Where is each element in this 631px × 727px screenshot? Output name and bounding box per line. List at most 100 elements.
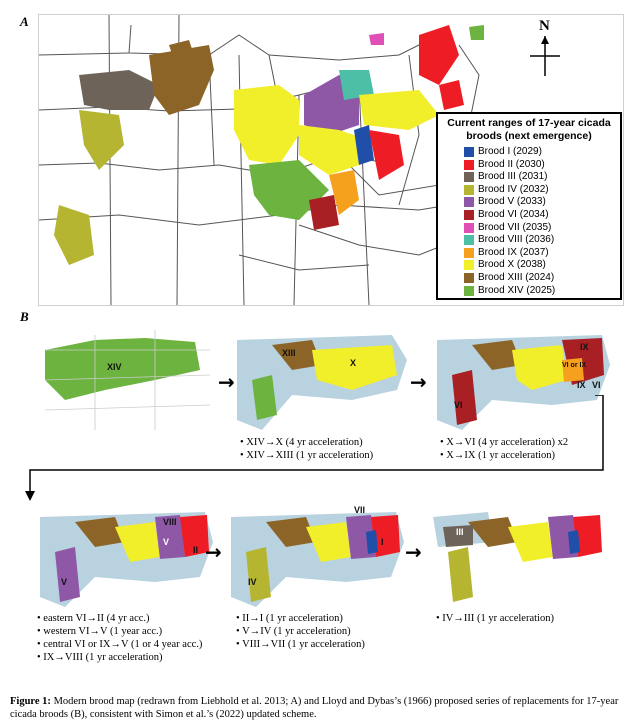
bullet-item: • western VI→V (1 year acc.) xyxy=(37,626,163,637)
legend-title-line2: broods (next emergence) xyxy=(466,130,592,142)
brood-label: VI or IX xyxy=(562,362,587,369)
brood-label: IX xyxy=(577,380,586,390)
arrow-2-icon: → xyxy=(410,370,427,394)
bullet-item: • VIII→VII (1 yr acceleration) xyxy=(236,639,365,650)
map-step-5-notes: • II→I (1 yr acceleration) • V→IV (1 yr … xyxy=(236,612,365,651)
legend-swatch xyxy=(464,172,474,183)
bullet-item: • central VI or IX→V (1 or 4 year acc.) xyxy=(37,639,203,650)
legend-label: Brood IV (2032) xyxy=(478,183,549,195)
figure-caption: Figure 1: Modern brood map (redrawn from… xyxy=(10,695,625,721)
brood-label: V xyxy=(61,577,68,587)
legend-swatch xyxy=(464,247,474,258)
legend-item: Brood IV (2032) xyxy=(464,183,549,196)
bullet-item: • X→IX (1 yr acceleration) xyxy=(440,450,556,461)
legend-item: Brood I (2029) xyxy=(464,146,542,158)
brood-patches xyxy=(54,25,484,265)
legend-label: Brood I (2029) xyxy=(478,146,542,157)
map-step-2-svg xyxy=(237,335,407,430)
brood-label: X xyxy=(350,358,357,368)
arrow-3-icon: → xyxy=(205,540,222,564)
legend-swatch xyxy=(464,273,474,283)
map-step-6-svg xyxy=(433,512,602,602)
legend-title: Current ranges of 17-year cicada broods … xyxy=(442,117,616,143)
map-step-4-notes: • eastern VI→II (4 yr acc.) • western VI… xyxy=(37,612,202,664)
map-step-4-svg xyxy=(40,512,213,607)
map-step-3-svg xyxy=(437,335,610,430)
brood-label: IX xyxy=(580,342,589,352)
brood-label: II xyxy=(193,545,199,555)
legend-item: Brood II (2030) xyxy=(464,158,545,171)
legend-label: Brood II (2030) xyxy=(478,158,545,170)
us-map-svg xyxy=(39,15,484,305)
caption-text: Modern brood map (redrawn from Liebhold … xyxy=(10,696,619,720)
map-step-5: VII I IV xyxy=(226,497,406,612)
brood-label: IV xyxy=(248,577,257,587)
legend-item: Brood VII (2035) xyxy=(464,221,552,234)
brood-label: VIII xyxy=(163,517,177,527)
brood-label: VI xyxy=(592,380,601,390)
bullet-item: • X→VI (4 yr acceleration) x2 xyxy=(440,437,569,448)
map-step-1: XIV xyxy=(35,320,215,435)
legend-swatch xyxy=(464,222,474,233)
legend-item: Brood X (2038) xyxy=(464,259,546,271)
legend-swatch xyxy=(464,260,474,271)
legend-title-line1: Current ranges of 17-year cicada xyxy=(447,117,611,129)
brood-label: V xyxy=(163,537,170,547)
brood-label: VII xyxy=(354,505,366,515)
bullet-item: • XIV→X (4 yr acceleration) xyxy=(240,437,363,448)
brood-label: III xyxy=(456,527,464,537)
bullet-item: • IX→VIII (1 yr acceleration) xyxy=(37,652,163,663)
legend-swatch xyxy=(464,285,474,296)
arrow-4-icon: → xyxy=(405,540,422,564)
legend-label: Brood VII (2035) xyxy=(478,221,552,233)
legend-label: Brood XIII (2024) xyxy=(478,272,555,283)
legend-label: Brood X (2038) xyxy=(478,259,546,271)
legend-item: Brood III (2031) xyxy=(464,171,548,183)
brood-label: XIV xyxy=(107,362,122,372)
legend-item: Brood IX (2037) xyxy=(464,246,549,259)
map-step-6: III xyxy=(428,497,608,612)
legend-item: Brood V (2033) xyxy=(464,196,546,208)
brood-label: XIII xyxy=(282,348,296,358)
bullet-item: • II→I (1 yr acceleration) xyxy=(236,613,343,624)
compass: N xyxy=(530,18,560,78)
legend-label: Brood VI (2034) xyxy=(478,209,549,220)
map-step-3: IX VI or IX IX VI VI xyxy=(432,320,612,435)
legend-item: Brood XIII (2024) xyxy=(464,272,555,284)
map-step-1-svg xyxy=(44,330,211,430)
legend-label: Brood IX (2037) xyxy=(478,246,549,258)
map-step-2: XIII X xyxy=(232,320,412,435)
bullet-item: • IV→III (1 yr acceleration) xyxy=(436,613,554,624)
legend-item: Brood VIII (2036) xyxy=(464,234,555,246)
bullet-item: • XIV→XIII (1 yr acceleration) xyxy=(240,450,374,461)
legend-label: Brood VIII (2036) xyxy=(478,234,555,246)
panel-b-label: B xyxy=(20,309,29,324)
panel-a-label: A xyxy=(20,14,29,29)
brood-label: I xyxy=(381,537,384,547)
bullet-item: • eastern VI→II (4 yr acc.) xyxy=(37,613,150,624)
compass-cross-icon xyxy=(530,36,560,76)
legend-item: Brood VI (2034) xyxy=(464,209,549,221)
legend-label: Brood III (2031) xyxy=(478,171,548,183)
compass-letter: N xyxy=(539,18,550,34)
legend-swatch xyxy=(464,235,474,246)
legend-swatch xyxy=(464,184,474,195)
legend-item: Brood XIV (2025) xyxy=(464,284,556,297)
legend-swatch xyxy=(464,210,474,220)
connector-arrow-icon xyxy=(25,395,604,501)
figure-number: Figure 1: xyxy=(10,696,51,707)
brood-legend: Current ranges of 17-year cicada broods … xyxy=(436,112,622,300)
map-step-6-notes: • IV→III (1 yr acceleration) xyxy=(436,612,554,625)
legend-label: Brood V (2033) xyxy=(478,196,546,208)
arrow-1-icon: → xyxy=(218,370,235,394)
bullet-item: • V→IV (1 yr acceleration) xyxy=(236,626,351,637)
legend-swatch xyxy=(464,159,474,170)
map-step-3-notes: • X→VI (4 yr acceleration) x2 • X→IX (1 … xyxy=(440,436,568,462)
legend-label: Brood XIV (2025) xyxy=(478,284,556,296)
brood-label: VI xyxy=(454,400,463,410)
legend-swatch xyxy=(464,147,474,157)
legend-swatch xyxy=(464,197,474,208)
map-step-2-notes: • XIV→X (4 yr acceleration) • XIV→XIII (… xyxy=(240,436,373,462)
map-step-5-svg xyxy=(231,512,404,607)
map-step-4: VIII V II V xyxy=(35,497,215,612)
